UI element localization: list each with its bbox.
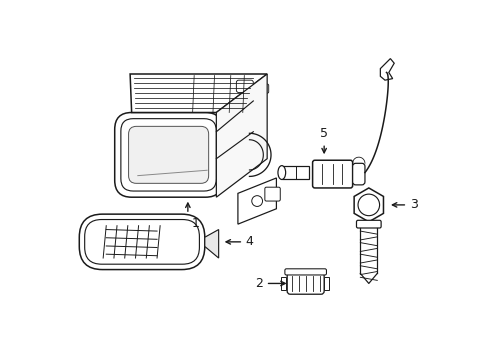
Polygon shape: [204, 230, 218, 258]
Polygon shape: [130, 74, 266, 112]
Polygon shape: [281, 276, 285, 291]
Polygon shape: [380, 59, 393, 80]
Text: 1: 1: [191, 217, 199, 230]
Polygon shape: [238, 178, 276, 224]
Polygon shape: [281, 166, 308, 180]
FancyBboxPatch shape: [286, 273, 324, 294]
FancyBboxPatch shape: [254, 84, 268, 93]
FancyBboxPatch shape: [115, 112, 222, 197]
Text: 2: 2: [254, 277, 262, 290]
Polygon shape: [353, 188, 383, 222]
FancyBboxPatch shape: [264, 187, 280, 201]
Polygon shape: [216, 74, 266, 197]
Circle shape: [357, 194, 379, 216]
Ellipse shape: [277, 166, 285, 180]
Text: 5: 5: [320, 127, 327, 140]
FancyBboxPatch shape: [121, 119, 216, 191]
Circle shape: [251, 195, 262, 206]
Text: 3: 3: [409, 198, 417, 211]
Text: 4: 4: [245, 235, 253, 248]
FancyBboxPatch shape: [79, 214, 204, 270]
FancyBboxPatch shape: [312, 160, 352, 188]
Polygon shape: [324, 276, 328, 291]
FancyBboxPatch shape: [356, 220, 380, 228]
FancyBboxPatch shape: [84, 220, 199, 264]
FancyBboxPatch shape: [236, 80, 253, 93]
FancyBboxPatch shape: [128, 126, 208, 183]
FancyBboxPatch shape: [352, 163, 364, 185]
FancyBboxPatch shape: [285, 269, 326, 275]
